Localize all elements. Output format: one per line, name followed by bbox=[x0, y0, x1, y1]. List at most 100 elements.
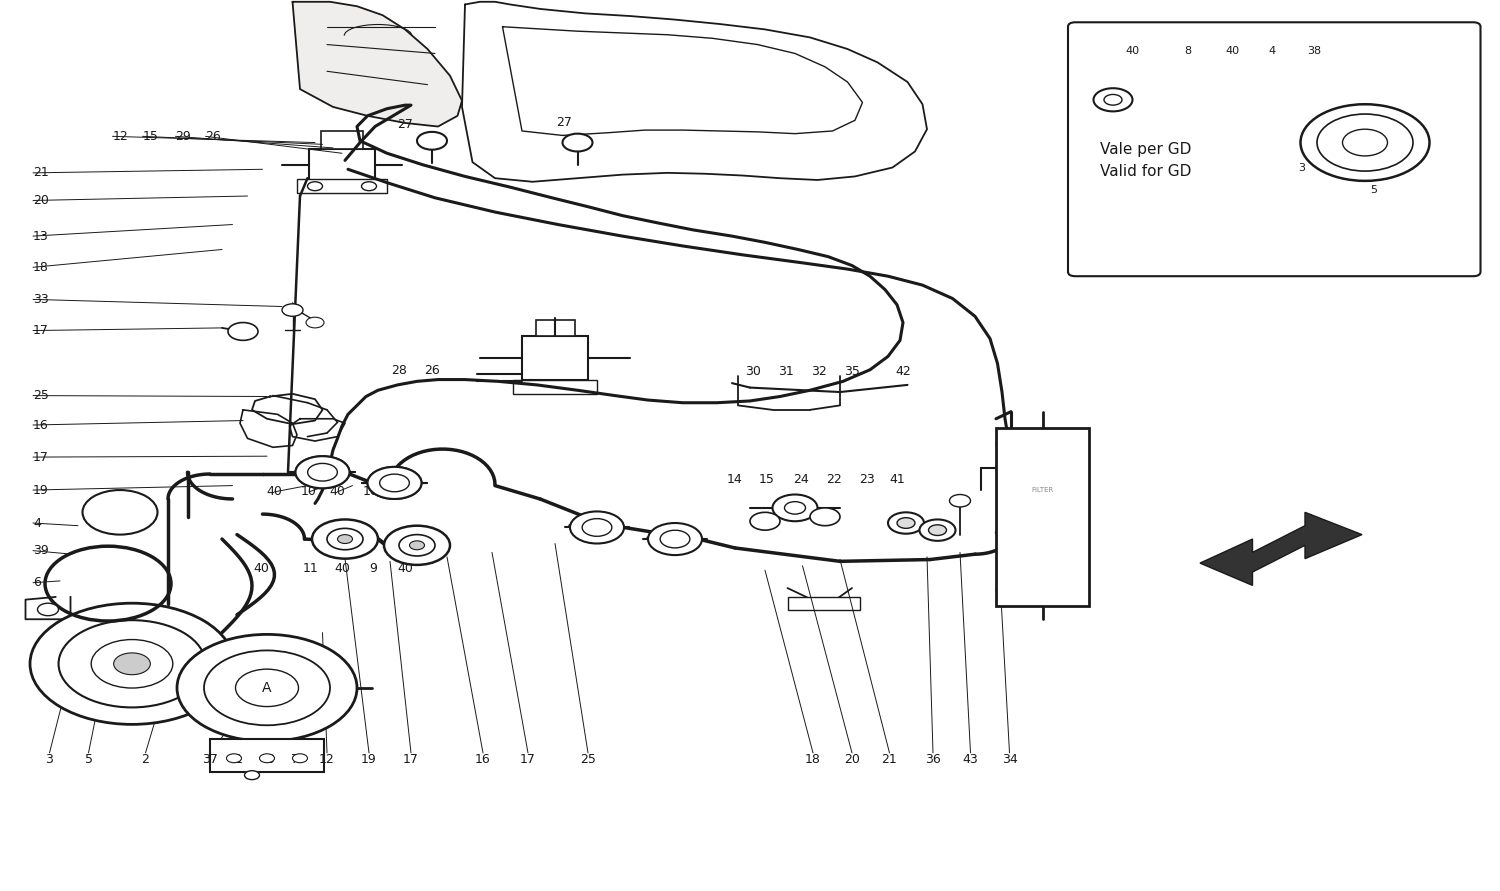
Circle shape bbox=[772, 495, 818, 521]
Text: 33: 33 bbox=[33, 293, 48, 306]
Bar bbox=[513, 380, 597, 394]
Text: 38: 38 bbox=[1306, 45, 1322, 56]
Circle shape bbox=[282, 304, 303, 316]
Text: 8: 8 bbox=[1185, 45, 1191, 56]
Bar bbox=[522, 336, 588, 380]
Circle shape bbox=[750, 512, 780, 530]
Circle shape bbox=[380, 474, 410, 492]
Text: 40: 40 bbox=[254, 562, 268, 575]
Circle shape bbox=[582, 519, 612, 536]
Text: 40: 40 bbox=[334, 562, 350, 575]
Text: 40: 40 bbox=[267, 486, 282, 498]
Circle shape bbox=[950, 495, 970, 507]
Circle shape bbox=[204, 650, 330, 725]
Text: 30: 30 bbox=[746, 365, 760, 378]
Text: 41: 41 bbox=[890, 473, 904, 486]
Text: 20: 20 bbox=[33, 194, 50, 207]
Text: 15: 15 bbox=[759, 473, 774, 486]
Circle shape bbox=[228, 323, 258, 340]
Circle shape bbox=[306, 317, 324, 328]
Text: 42: 42 bbox=[896, 365, 910, 378]
Circle shape bbox=[226, 754, 242, 763]
Circle shape bbox=[338, 535, 352, 544]
Circle shape bbox=[312, 519, 378, 559]
Circle shape bbox=[928, 525, 946, 535]
Text: 20: 20 bbox=[844, 753, 859, 765]
Text: 35: 35 bbox=[844, 365, 859, 378]
Text: 13: 13 bbox=[33, 230, 48, 242]
Circle shape bbox=[562, 134, 592, 151]
Text: 39: 39 bbox=[1388, 109, 1402, 119]
Bar bbox=[309, 149, 375, 181]
Circle shape bbox=[292, 754, 308, 763]
Circle shape bbox=[177, 634, 357, 741]
Circle shape bbox=[296, 456, 350, 488]
Circle shape bbox=[784, 502, 806, 514]
Circle shape bbox=[380, 474, 410, 492]
Circle shape bbox=[308, 182, 322, 191]
Text: 5: 5 bbox=[1371, 184, 1377, 195]
Text: 14: 14 bbox=[728, 473, 742, 486]
Text: 16: 16 bbox=[476, 753, 490, 765]
Text: 6: 6 bbox=[1392, 134, 1398, 144]
Circle shape bbox=[308, 463, 338, 481]
Text: 10: 10 bbox=[363, 486, 378, 498]
Text: 27: 27 bbox=[398, 119, 412, 131]
Text: 37: 37 bbox=[202, 753, 217, 765]
Text: 6: 6 bbox=[33, 576, 40, 589]
Text: 31: 31 bbox=[778, 365, 794, 378]
Text: 18: 18 bbox=[806, 753, 820, 765]
Bar bbox=[297, 179, 387, 193]
Polygon shape bbox=[1200, 512, 1362, 585]
Text: 39: 39 bbox=[33, 544, 48, 557]
Text: 3: 3 bbox=[45, 753, 54, 765]
Text: 12: 12 bbox=[112, 130, 128, 143]
Text: 17: 17 bbox=[404, 753, 418, 765]
Text: 40: 40 bbox=[1125, 45, 1140, 56]
Text: 25: 25 bbox=[580, 753, 596, 765]
Text: 7: 7 bbox=[291, 753, 300, 765]
Text: 17: 17 bbox=[520, 753, 536, 765]
Text: A: A bbox=[262, 681, 272, 695]
Text: 22: 22 bbox=[827, 473, 842, 486]
Text: 5: 5 bbox=[84, 753, 93, 765]
FancyBboxPatch shape bbox=[1068, 22, 1480, 276]
Circle shape bbox=[30, 603, 234, 724]
Circle shape bbox=[368, 467, 422, 499]
Circle shape bbox=[1094, 88, 1132, 111]
Text: 9: 9 bbox=[369, 562, 378, 575]
Text: 40: 40 bbox=[330, 486, 345, 498]
Circle shape bbox=[570, 511, 624, 544]
Text: 19: 19 bbox=[362, 753, 376, 765]
Text: 43: 43 bbox=[963, 753, 978, 765]
Text: 17: 17 bbox=[33, 324, 50, 337]
Text: 40: 40 bbox=[260, 753, 274, 765]
Text: 26: 26 bbox=[206, 130, 222, 143]
Text: 4: 4 bbox=[33, 517, 40, 529]
Circle shape bbox=[368, 467, 422, 499]
Polygon shape bbox=[292, 2, 462, 127]
Circle shape bbox=[260, 754, 274, 763]
Circle shape bbox=[1317, 114, 1413, 171]
Circle shape bbox=[888, 512, 924, 534]
Text: 21: 21 bbox=[882, 753, 897, 765]
Circle shape bbox=[399, 535, 435, 556]
Text: 32: 32 bbox=[812, 365, 826, 378]
Text: 25: 25 bbox=[33, 389, 50, 402]
Bar bbox=[536, 320, 574, 336]
Circle shape bbox=[308, 463, 338, 481]
Text: 4: 4 bbox=[1269, 45, 1275, 56]
Circle shape bbox=[244, 771, 260, 780]
Circle shape bbox=[410, 541, 424, 550]
Text: 29: 29 bbox=[176, 130, 192, 143]
Text: 17: 17 bbox=[33, 451, 50, 463]
Circle shape bbox=[648, 523, 702, 555]
Text: 34: 34 bbox=[1002, 753, 1017, 765]
Circle shape bbox=[417, 132, 447, 150]
Bar bbox=[321, 131, 363, 149]
Text: 16: 16 bbox=[33, 419, 48, 431]
Circle shape bbox=[296, 456, 350, 488]
Text: 1: 1 bbox=[234, 753, 243, 765]
Text: 40: 40 bbox=[398, 562, 412, 575]
Circle shape bbox=[660, 530, 690, 548]
